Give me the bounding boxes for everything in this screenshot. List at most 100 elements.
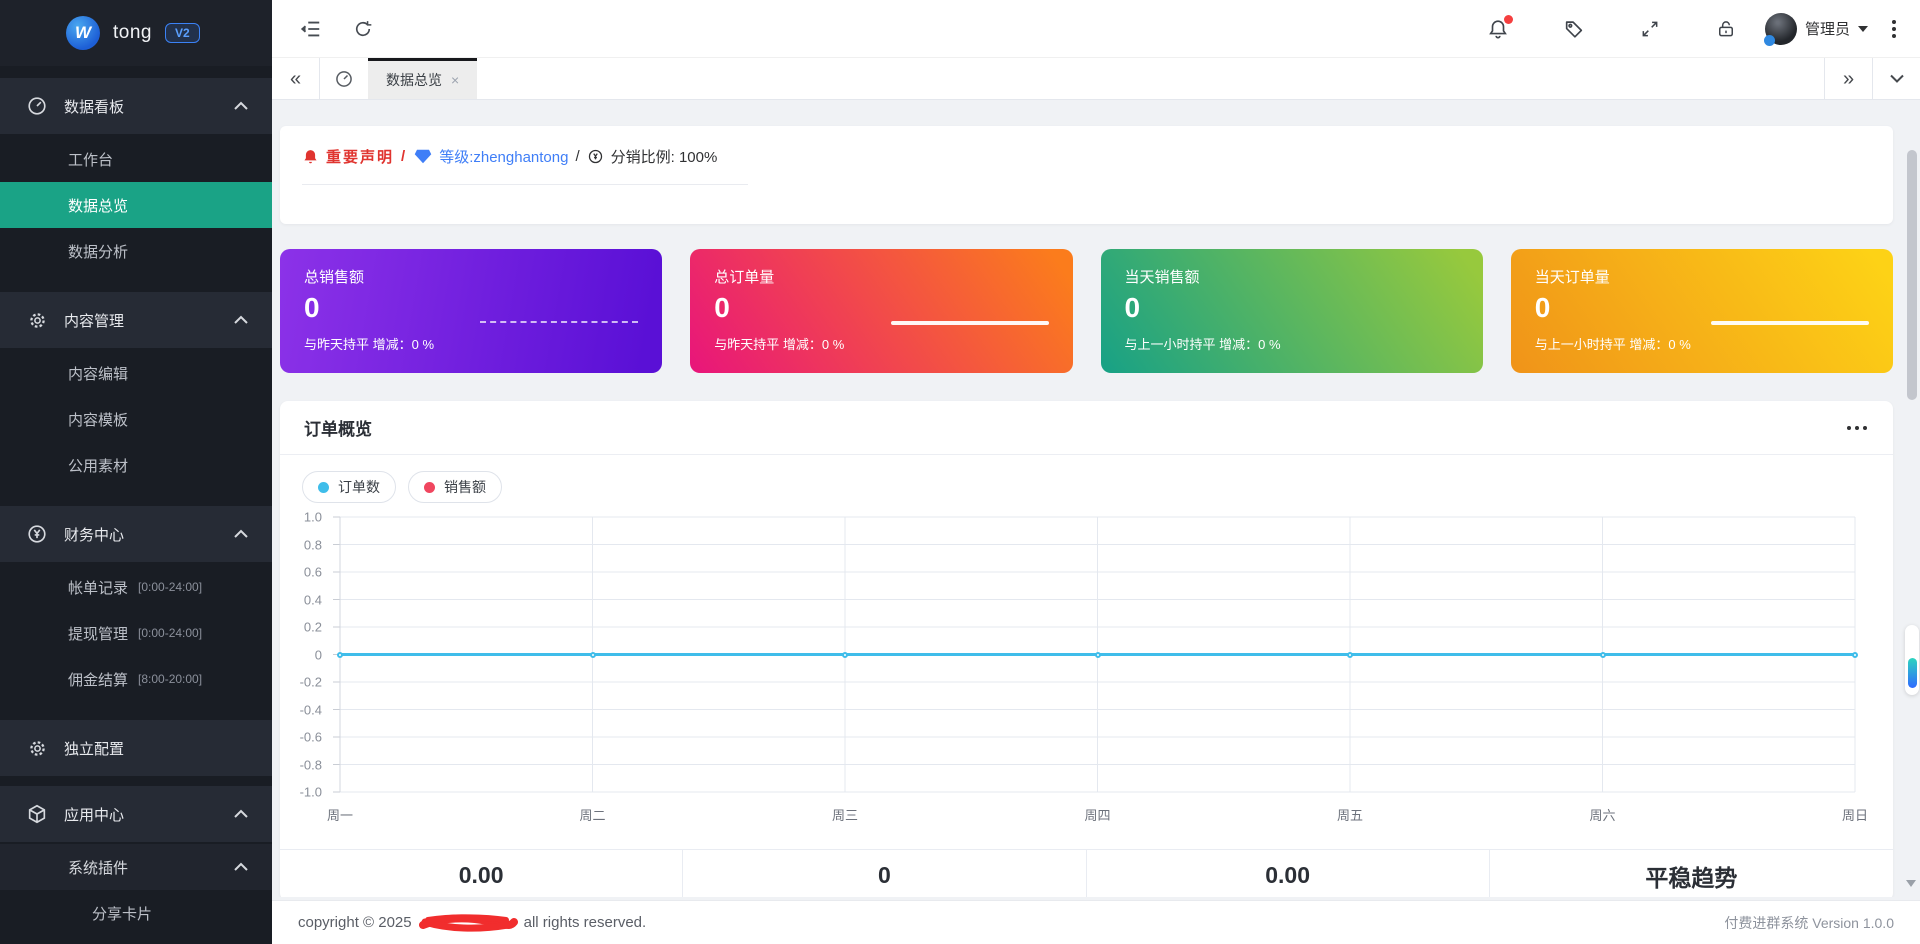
user-menu[interactable]: 管理员 xyxy=(1765,13,1868,45)
tab-data-overview[interactable]: 数据总览 × xyxy=(368,58,477,99)
legend-item-sales[interactable]: 销售额 xyxy=(408,471,502,503)
chevron-up-icon xyxy=(234,863,248,872)
notice-divider xyxy=(302,184,748,185)
sidebar-item-data-analysis[interactable]: 数据分析 xyxy=(0,228,272,274)
legend-item-orders[interactable]: 订单数 xyxy=(302,471,396,503)
sidebar-item-commission-settlement[interactable]: 佣金结算[8:00-20:00] xyxy=(0,656,272,702)
copyright-suffix: all rights reserved. xyxy=(524,914,647,931)
tabs-scroll-left-button[interactable]: « xyxy=(272,58,320,99)
x-tick-label: 周三 xyxy=(832,805,858,824)
notice-statement-link[interactable]: 重要声明 xyxy=(326,146,394,167)
tabs-actions-dropdown[interactable] xyxy=(1872,58,1920,99)
sidebar-item-label: 分享卡片 xyxy=(92,903,152,924)
stat-card-total-orders: 总订单量 0 与昨天持平 增减：0 % xyxy=(690,249,1072,373)
sidebar-group-system-plugins[interactable]: 系统插件 xyxy=(0,844,272,890)
panel-more-icon[interactable] xyxy=(1845,420,1869,436)
chevron-up-icon xyxy=(234,810,248,819)
submenu-finance-center: 帐单记录[0:00-24:00] 提现管理[0:00-24:00] 佣金结算[8… xyxy=(0,562,272,710)
order-overview-panel: 订单概览 订单数 销售额 1.00.80.60.40.20-0.2-0.4-0.… xyxy=(280,401,1893,897)
x-tick-label: 周二 xyxy=(579,805,605,824)
redaction-scribble xyxy=(418,913,518,933)
sidebar-item-independent-config[interactable]: 独立配置 xyxy=(0,720,272,776)
y-tick-label: 0.2 xyxy=(304,620,322,635)
notice-separator: / xyxy=(575,148,579,165)
y-tick-label: 0.8 xyxy=(304,537,322,552)
submenu-data-dashboard: 工作台 数据总览 数据分析 xyxy=(0,134,272,282)
collapse-sidebar-icon[interactable] xyxy=(296,14,326,44)
sidebar-item-label: 数据分析 xyxy=(68,241,128,262)
sidebar-group-finance-center[interactable]: 财务中心 xyxy=(0,506,272,562)
sidebar-item-data-overview[interactable]: 数据总览 xyxy=(0,182,272,228)
stat-card-title: 当天销售额 xyxy=(1125,266,1459,287)
top-navbar: 管理员 xyxy=(272,0,1920,58)
data-point-marker xyxy=(1095,652,1101,658)
lock-icon[interactable] xyxy=(1711,14,1741,44)
x-tick-label: 周四 xyxy=(1084,805,1110,824)
sidebar-item-billing-records[interactable]: 帐单记录[0:00-24:00] xyxy=(0,564,272,610)
stat-card-title: 总销售额 xyxy=(304,266,638,287)
data-point-marker xyxy=(842,652,848,658)
avatar xyxy=(1765,13,1797,45)
chevron-up-icon xyxy=(234,316,248,325)
submenu-content-management: 内容编辑 内容模板 公用素材 xyxy=(0,348,272,496)
refresh-icon[interactable] xyxy=(348,14,378,44)
sidebar-item-share-card[interactable]: 分享卡片 xyxy=(0,890,272,936)
user-name: 管理员 xyxy=(1805,18,1850,39)
summary-cell: 平稳趋势 xyxy=(1490,850,1893,897)
scrollbar-thumb[interactable] xyxy=(1907,150,1917,400)
copyright-text: copyright © 2025 all rights reserved. xyxy=(298,913,646,933)
sidebar-item-label: 内容管理 xyxy=(64,310,124,331)
sidebar-item-label: 内容编辑 xyxy=(68,363,128,384)
chart-plot-area: 周一周二周三周四周五周六周日 xyxy=(340,517,1855,792)
notification-badge xyxy=(1504,15,1513,24)
home-tab-dashboard-icon[interactable] xyxy=(320,58,368,99)
data-point-marker xyxy=(1347,652,1353,658)
line-chart: 1.00.80.60.40.20-0.2-0.4-0.6-0.8-1.0 周一周… xyxy=(280,509,1893,825)
stat-card-value: 0 xyxy=(714,294,1048,322)
x-tick-label: 周五 xyxy=(1337,805,1363,824)
sidebar-item-content-template[interactable]: 内容模板 xyxy=(0,396,272,442)
app-title: tong xyxy=(113,22,152,44)
y-tick-label: 0.6 xyxy=(304,565,322,580)
notice-card: 重要声明 / 等级:zhenghantong / 分销比例: 100% xyxy=(280,126,1893,224)
sidebar-item-content-edit[interactable]: 内容编辑 xyxy=(0,350,272,396)
summary-cell: 0 xyxy=(683,850,1086,897)
sidebar-item-label: 数据看板 xyxy=(64,96,124,117)
chevron-down-icon xyxy=(1858,26,1868,32)
legend-label: 订单数 xyxy=(338,477,380,497)
y-tick-label: 0.4 xyxy=(304,592,322,607)
sidebar-item-public-assets[interactable]: 公用素材 xyxy=(0,442,272,488)
stat-card-total-sales: 总销售额 0 与昨天持平 增减：0 % xyxy=(280,249,662,373)
data-point-marker xyxy=(337,652,343,658)
page-footer: copyright © 2025 all rights reserved. 付费… xyxy=(272,900,1920,944)
legend-label: 销售额 xyxy=(444,477,486,497)
sparkline xyxy=(1711,321,1869,325)
panel-header: 订单概览 xyxy=(280,401,1893,455)
scroll-down-caret-icon[interactable] xyxy=(1906,880,1916,887)
time-range-badge: [0:00-24:00] xyxy=(138,580,202,594)
sidebar-group-data-dashboard[interactable]: 数据看板 xyxy=(0,78,272,134)
version-badge: V2 xyxy=(165,23,200,43)
y-tick-label: -0.2 xyxy=(300,675,322,690)
navbar-right: 管理员 xyxy=(1483,13,1896,45)
sidebar-item-workbench[interactable]: 工作台 xyxy=(0,136,272,182)
y-tick-label: -0.8 xyxy=(300,757,322,772)
tab-bar-right: » xyxy=(1824,58,1920,99)
more-menu-icon[interactable] xyxy=(1892,20,1896,38)
sidebar-item-label: 内容模板 xyxy=(68,409,128,430)
chart-y-axis: 1.00.80.60.40.20-0.2-0.4-0.6-0.8-1.0 xyxy=(280,517,332,792)
tabs-scroll-right-button[interactable]: » xyxy=(1824,58,1872,99)
sidebar-group-content-management[interactable]: 内容管理 xyxy=(0,292,272,348)
level-link[interactable]: 等级:zhenghantong xyxy=(439,146,568,167)
notice-separator: / xyxy=(401,148,407,165)
notification-bell-icon[interactable] xyxy=(1483,14,1513,44)
sidebar-group-app-center[interactable]: 应用中心 xyxy=(0,786,272,842)
sidebar-item-withdrawal-management[interactable]: 提现管理[0:00-24:00] xyxy=(0,610,272,656)
fullscreen-icon[interactable] xyxy=(1635,14,1665,44)
y-tick-label: 1.0 xyxy=(304,510,322,525)
system-version-text: 付费进群系统 Version 1.0.0 xyxy=(1724,913,1894,933)
close-icon[interactable]: × xyxy=(451,72,459,88)
chevron-up-icon xyxy=(234,102,248,111)
sidebar-item-label: 应用中心 xyxy=(64,804,124,825)
tag-icon[interactable] xyxy=(1559,14,1589,44)
